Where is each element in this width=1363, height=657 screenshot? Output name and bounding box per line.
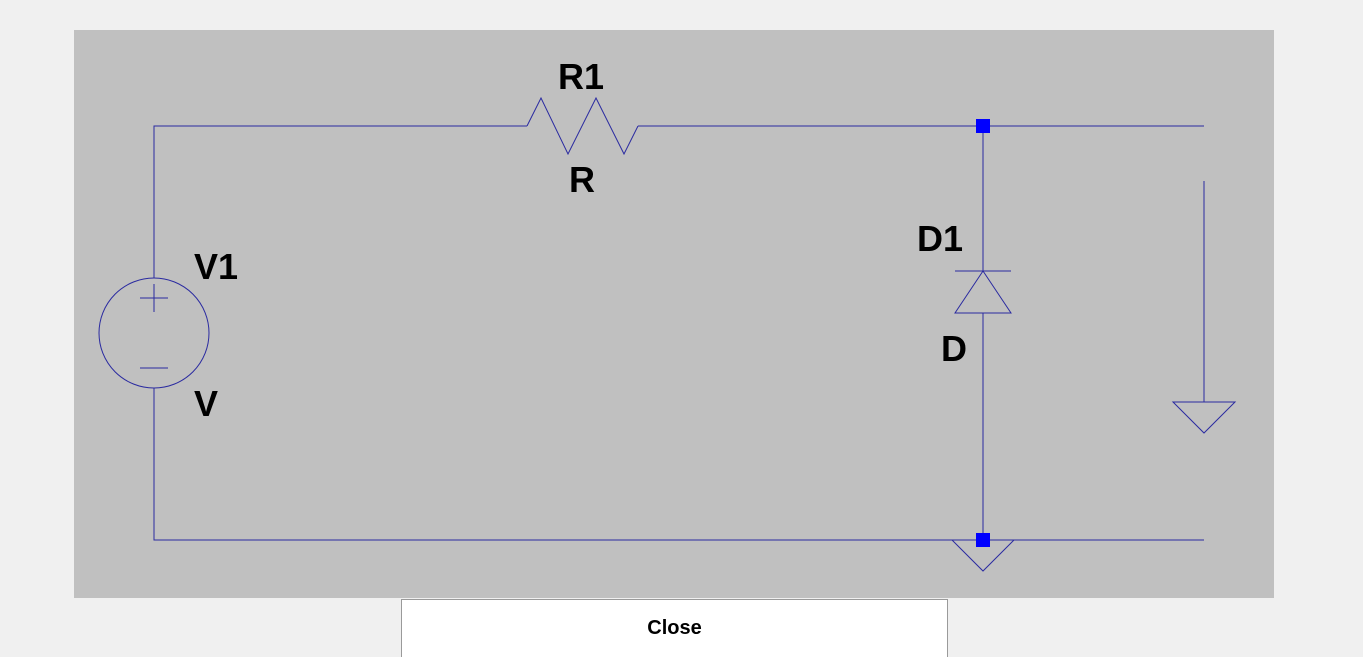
ground-symbol-right (1171, 401, 1237, 434)
wires (153, 125, 1205, 541)
diode-value-label: D (941, 328, 967, 369)
junction-bottom (976, 533, 990, 547)
schematic-drawing: R1 R V1 V D1 D (98, 56, 1237, 572)
junction-top (976, 119, 990, 133)
voltage-source-symbol[interactable] (98, 277, 210, 389)
wire-top-left (153, 125, 527, 278)
schematic-canvas: R1 R V1 V D1 D (74, 30, 1274, 598)
resistor-name-label: R1 (558, 56, 604, 97)
resistor-value-label: R (569, 159, 595, 200)
diode-symbol[interactable] (954, 270, 1012, 314)
diode-name-label: D1 (917, 218, 963, 259)
close-button[interactable]: Close (401, 599, 948, 657)
resistor-symbol[interactable] (526, 96, 639, 156)
voltage-source-name-label: V1 (194, 246, 238, 287)
wire-left-bottom (153, 388, 1204, 541)
voltage-source-value-label: V (194, 383, 218, 424)
